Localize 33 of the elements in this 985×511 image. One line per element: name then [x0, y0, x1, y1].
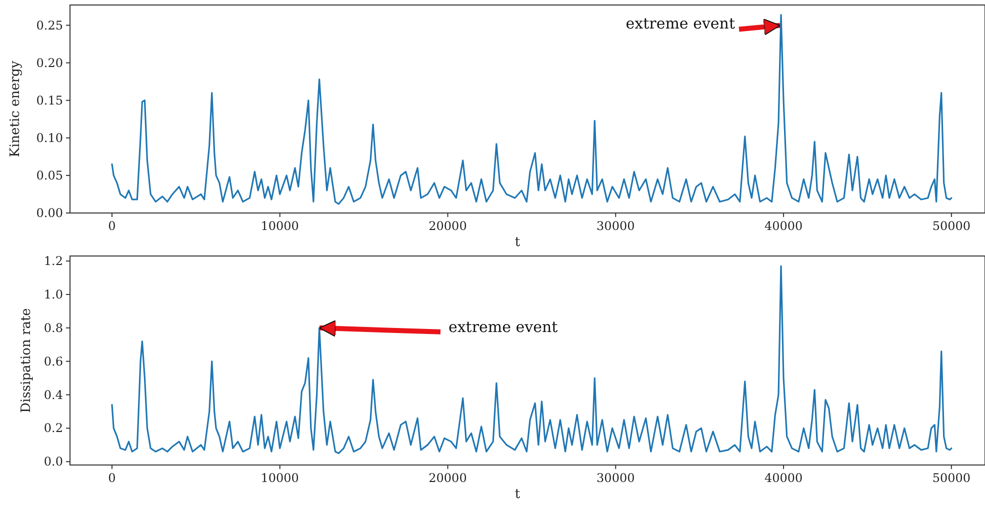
annotation: extreme event — [448, 318, 558, 336]
x-tick-label: 40000 — [764, 471, 803, 485]
line-series — [111, 14, 952, 205]
y-tick-label: 1.0 — [44, 287, 63, 302]
x-axis-title: t — [514, 487, 521, 502]
x-tick-label: 50000 — [932, 471, 971, 485]
y-tick-label: 0.25 — [36, 18, 63, 32]
y-axis-title: Kinetic energy — [8, 60, 23, 158]
line-series — [111, 265, 952, 454]
x-tick-label: 30000 — [596, 219, 635, 233]
y-tick-label: 1.2 — [44, 254, 63, 268]
x-tick-label: 30000 — [596, 471, 635, 485]
y-tick-label: 0.6 — [44, 354, 63, 368]
y-axis-title: Dissipation rate — [19, 308, 34, 413]
x-tick-label: 40000 — [764, 219, 803, 233]
x-axis-title: t — [514, 235, 521, 250]
y-tick-label: 0.10 — [36, 130, 63, 145]
y-tick-label: 0.4 — [44, 388, 64, 402]
y-tick-label: 0.8 — [44, 320, 63, 335]
x-tick-label: 0 — [108, 219, 116, 233]
y-tick-label: 0.05 — [36, 168, 63, 182]
x-tick-label: 10000 — [260, 219, 299, 233]
y-tick-label: 0.00 — [36, 206, 63, 220]
x-tick-label: 10000 — [260, 471, 299, 485]
y-tick-label: 0.2 — [44, 421, 63, 436]
y-tick-label: 0.20 — [36, 56, 63, 70]
annotation: extreme event — [626, 14, 736, 32]
x-tick-label: 0 — [108, 471, 116, 485]
y-tick-label: 0.0 — [44, 454, 63, 469]
x-tick-label: 20000 — [428, 219, 467, 233]
x-tick-label: 20000 — [428, 471, 467, 485]
y-tick-label: 0.15 — [36, 93, 63, 108]
x-tick-label: 50000 — [932, 219, 971, 233]
